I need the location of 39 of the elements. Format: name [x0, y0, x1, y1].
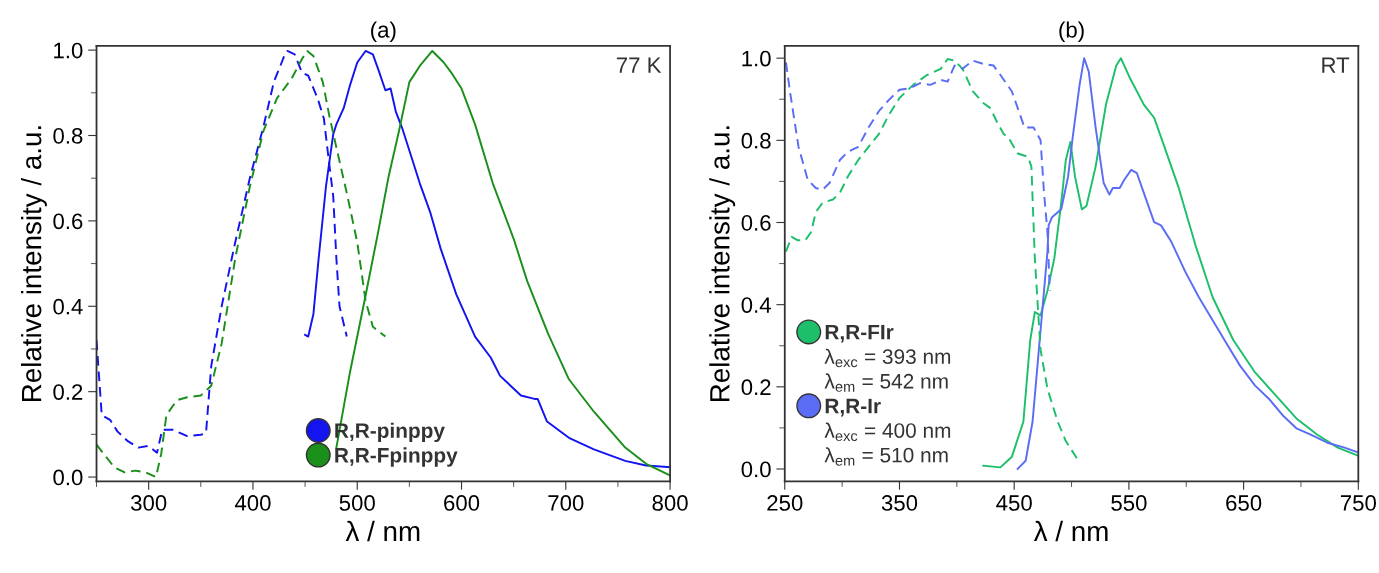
x-tick-label: 700	[548, 495, 584, 511]
x-tick-label: 450	[996, 495, 1032, 511]
chart-title: (b)	[1059, 21, 1084, 43]
x-axis-title: λ / nm	[1033, 520, 1108, 542]
x-tick-label: 300	[130, 495, 167, 511]
x-tick-label: 350	[881, 495, 918, 511]
annotation: λ$_{exc}$ = 393 nm	[824, 348, 951, 368]
y-tick-label: 0.8	[741, 132, 771, 149]
y-axis-title: Relative intensity / a.u.	[21, 126, 47, 402]
x-tick-label: 800	[652, 495, 688, 511]
annotation: 77 K	[616, 57, 662, 73]
y-tick-label: 0.0	[53, 469, 83, 486]
x-tick-label: 550	[1111, 495, 1147, 511]
legend-label: R,R-Fpinppy	[335, 447, 458, 467]
x-tick-label: 600	[444, 495, 480, 511]
y-tick-label: 0.4	[53, 298, 83, 315]
y-tick-label: 0.6	[53, 213, 83, 230]
annotation: RT	[1322, 57, 1350, 73]
x-tick-label: 400	[234, 495, 271, 511]
y-tick-label: 0.8	[53, 128, 83, 144]
y-tick-label: 1.0	[742, 50, 771, 67]
y-tick-label: 0.0	[741, 461, 771, 478]
x-tick-label: 250	[767, 495, 803, 511]
y-tick-label: 0.2	[53, 384, 83, 400]
x-axis-title: λ / nm	[345, 520, 420, 542]
y-tick-label: 0.6	[741, 215, 771, 231]
x-tick-label: 750	[1340, 495, 1376, 511]
annotation: λ$_{em}$ = 542 nm	[824, 373, 948, 392]
y-axis-title: Relative intensity / a.u.	[709, 126, 736, 402]
legend-label: R,R-FIr	[825, 324, 894, 343]
y-tick-label: 0.4	[741, 297, 771, 313]
y-tick-label: 0.2	[741, 379, 771, 396]
legend-label: R,R-Ir	[825, 398, 881, 417]
annotation: λ$_{exc}$ = 400 nm	[824, 422, 951, 442]
y-tick-label: 1.0	[54, 42, 83, 59]
annotation: λ$_{em}$ = 510 nm	[824, 447, 948, 466]
chart-title: (a)	[371, 21, 396, 43]
x-tick-label: 500	[339, 495, 375, 511]
x-tick-label: 650	[1226, 495, 1262, 511]
